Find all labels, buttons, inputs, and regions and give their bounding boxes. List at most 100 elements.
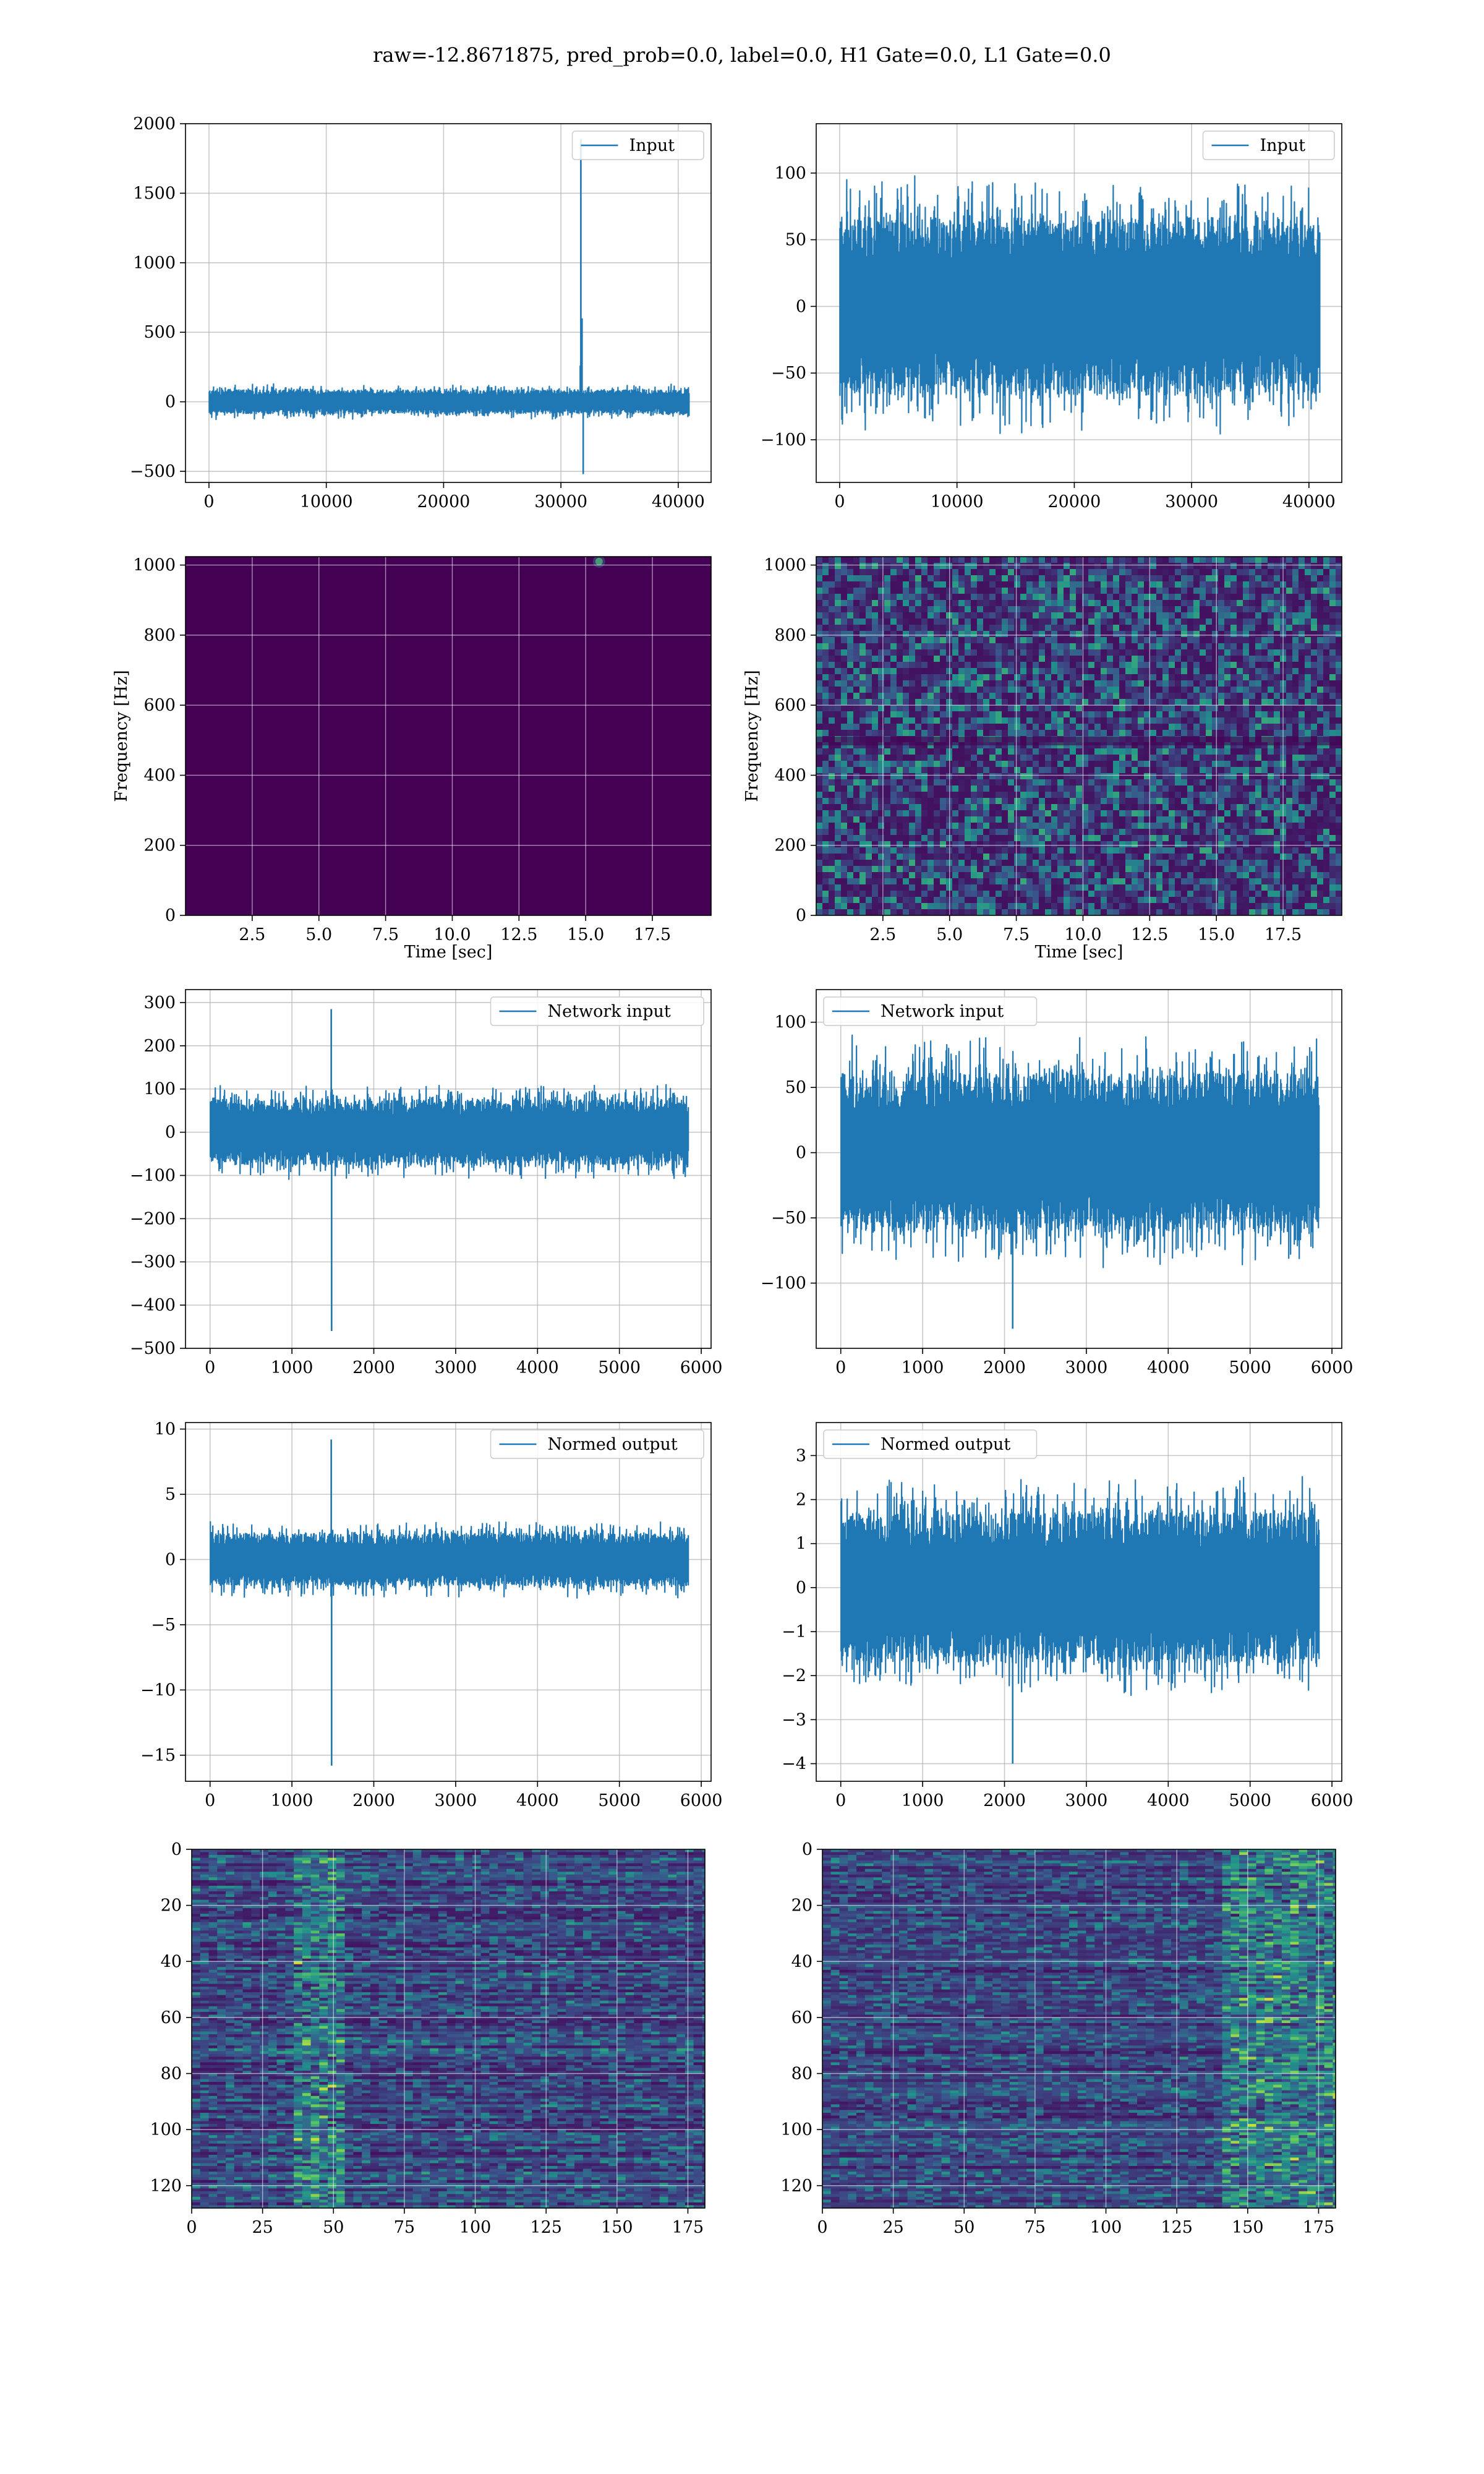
x-tick-label: 50 [323,2218,344,2237]
y-tick-label: 1 [796,1534,806,1554]
series-line [840,1476,1320,1764]
series-line [840,1034,1320,1329]
y-tick-label: 120 [780,2177,812,2196]
x-tick-label: 4000 [1147,1791,1190,1810]
y-tick-label: 20 [161,1896,182,1915]
subplot-10: 0 25 50 75 100 125 150 175 0 20 40 60 80 100 120 [780,1840,1336,2237]
x-tick-label: 25 [882,2218,903,2237]
y-tick-label: 0 [796,297,806,316]
legend-label: Normed output [548,1435,678,1454]
x-tick-label: 2000 [352,1791,395,1810]
x-tick-label: 75 [394,2218,415,2237]
y-tick-label: 200 [143,836,176,855]
x-tick-label: 5.0 [936,925,963,944]
x-tick-label: 30000 [1165,492,1218,511]
x-tick-label: 2.5 [869,925,896,944]
y-tick-label: 50 [785,1078,806,1097]
x-tick-label: 6000 [680,1791,723,1810]
subplot-8: Normed output 0 1000 2000 3000 4000 5000 6000 −4… [782,1422,1353,1810]
x-tick-label: 5000 [1229,1358,1271,1377]
y-axis-label: Frequency [Hz] [743,670,762,802]
y-tick-label: 5 [165,1485,176,1504]
x-tick-label: 0 [835,1791,846,1810]
x-tick-label: 175 [672,2218,704,2237]
y-tick-label: 500 [143,323,176,342]
legend: Network input [823,996,1038,1026]
x-tick-label: 4000 [516,1358,559,1377]
legend: Input [1202,131,1335,160]
y-tick-label: 1500 [133,184,176,203]
x-tick-label: 5000 [598,1791,641,1810]
heatmap-image [192,1849,705,2208]
legend-label: Normed output [881,1435,1010,1454]
x-tick-label: 2.5 [239,925,265,944]
axes-frame [191,1849,706,2209]
x-tick-label: 3000 [1065,1791,1108,1810]
legend-label: Input [1260,136,1306,155]
y-tick-label: 2 [796,1491,806,1510]
y-tick-label: 60 [791,2008,812,2027]
y-tick-label: 200 [774,836,806,855]
x-tick-label: 100 [1090,2218,1122,2237]
y-tick-label: 10 [155,1420,176,1439]
y-tick-label: 100 [150,2120,182,2139]
x-tick-label: 1000 [902,1791,944,1810]
y-tick-label: 100 [780,2120,812,2139]
axes-frame [816,123,1342,483]
x-axis-label: Time [sec] [1035,943,1124,962]
x-tick-label: 40000 [1282,492,1336,511]
y-tick-label: 100 [774,1013,806,1032]
y-tick-label: 40 [161,1952,182,1971]
x-tick-label: 10.0 [433,925,471,944]
y-tick-label: −300 [130,1252,176,1272]
x-tick-label: 2000 [983,1791,1026,1810]
series-line [208,139,690,474]
y-tick-label: −400 [130,1296,176,1315]
y-tick-label: 0 [165,1550,176,1569]
x-tick-label: 2000 [352,1358,395,1377]
y-tick-label: 300 [143,993,176,1012]
x-tick-label: 3000 [435,1791,477,1810]
legend-label: Network input [881,1002,1004,1021]
x-tick-label: 0 [817,2218,827,2237]
legend: Normed output [823,1429,1038,1459]
x-tick-label: 7.5 [1003,925,1030,944]
y-tick-label: 60 [161,2008,182,2027]
y-tick-label: −100 [761,430,806,450]
y-tick-label: −2 [782,1666,806,1685]
subplot-3: Time [sec] Frequency [Hz] 2.5 5.0 7.5 10.0 12.… [112,556,712,962]
x-tick-label: 1000 [271,1358,313,1377]
x-tick-label: 125 [1161,2218,1193,2237]
x-tick-label: 75 [1025,2218,1046,2237]
x-tick-label: 4000 [1147,1358,1190,1377]
heatmap-image [822,1849,1336,2208]
y-tick-label: −100 [761,1274,806,1293]
x-tick-label: 0 [205,1358,215,1377]
x-tick-label: 5000 [1229,1791,1271,1810]
x-tick-label: 0 [186,2218,197,2237]
axes-frame [185,123,712,483]
axes-frame [185,556,712,916]
x-axis-label: Time [sec] [404,943,493,962]
y-tick-label: 0 [802,1840,812,1859]
x-tick-label: 17.5 [1264,925,1302,944]
y-tick-label: −50 [771,364,806,383]
y-tick-label: 400 [143,766,176,785]
y-tick-label: −3 [782,1710,806,1729]
axes-frame [822,1849,1336,2209]
axes-frame [816,556,1342,916]
y-tick-label: 80 [791,2065,812,2084]
y-tick-label: −1 [782,1622,806,1641]
x-tick-label: 15.0 [1198,925,1235,944]
x-tick-label: 0 [203,492,214,511]
x-tick-label: 5.0 [305,925,332,944]
x-tick-label: 25 [252,2218,273,2237]
x-tick-label: 150 [1232,2218,1264,2237]
x-tick-label: 20000 [1047,492,1101,511]
y-tick-label: 0 [165,906,176,925]
x-tick-label: 0 [835,1358,846,1377]
y-tick-label: 800 [143,626,176,645]
